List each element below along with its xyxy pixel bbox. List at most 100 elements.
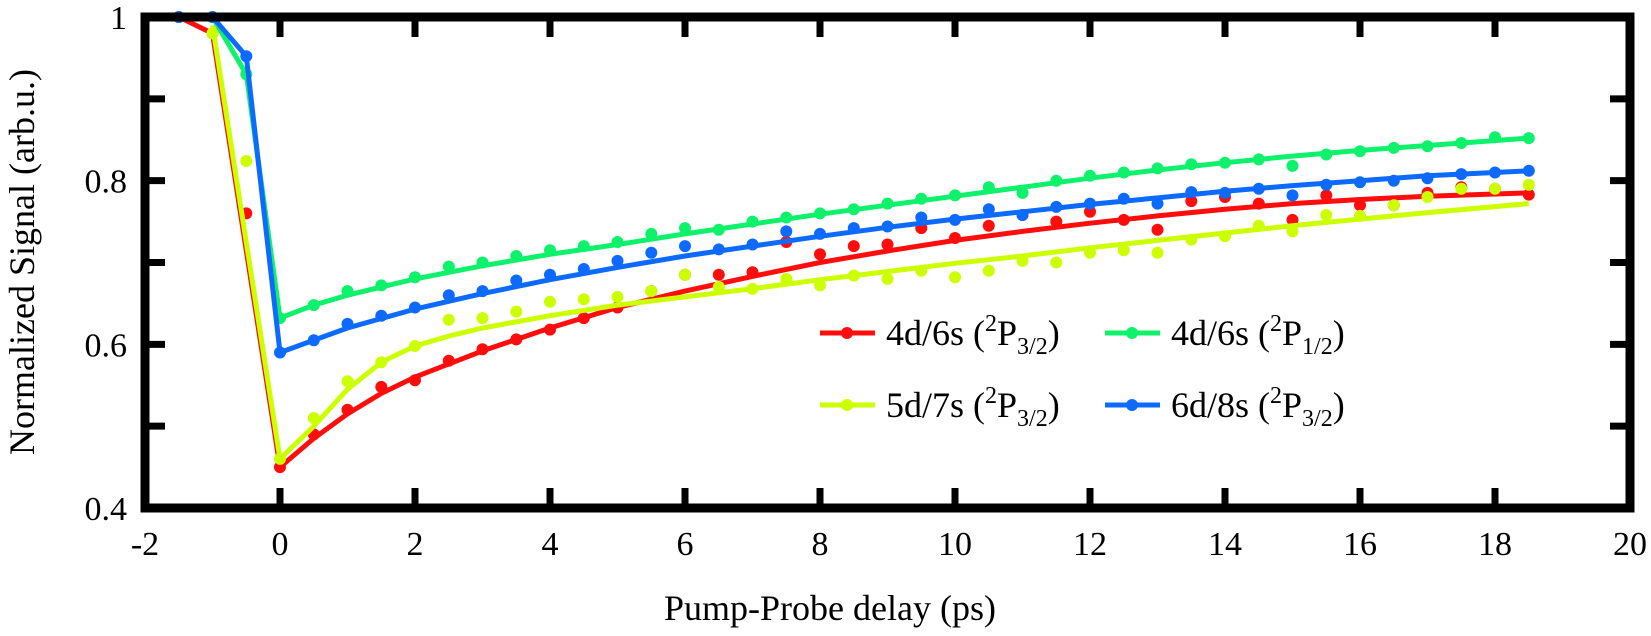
axis-ticks: -2 0 2 4 6 8 10 12 14 16 18 20 0.4 0.6 0.8 1 bbox=[85, 0, 1648, 563]
data-point bbox=[780, 225, 793, 238]
data-point bbox=[476, 285, 489, 298]
data-point bbox=[679, 222, 691, 235]
data-point bbox=[1320, 209, 1333, 221]
data-point bbox=[1354, 199, 1366, 212]
data-point bbox=[1286, 189, 1299, 202]
data-point bbox=[1522, 188, 1535, 201]
data-point bbox=[1016, 209, 1029, 221]
data-point bbox=[780, 211, 793, 224]
data-point bbox=[679, 268, 691, 281]
data-point bbox=[240, 50, 253, 63]
data-point bbox=[375, 309, 388, 322]
data-point bbox=[847, 269, 860, 282]
data-point bbox=[1455, 182, 1468, 195]
x-tick-label: 16 bbox=[1343, 526, 1377, 563]
data-point bbox=[476, 312, 489, 325]
data-point bbox=[510, 305, 523, 318]
x-tick-label: 6 bbox=[677, 526, 694, 563]
data-point bbox=[1185, 158, 1198, 171]
data-point bbox=[847, 240, 860, 253]
plot-frame bbox=[140, 12, 1635, 513]
data-point bbox=[1320, 148, 1333, 161]
data-point bbox=[577, 312, 590, 325]
x-tick-label: 8 bbox=[812, 526, 829, 563]
data-point bbox=[1354, 145, 1366, 158]
data-point bbox=[577, 240, 590, 253]
data-point bbox=[307, 334, 320, 347]
data-point bbox=[409, 271, 421, 284]
data-point bbox=[307, 412, 320, 424]
data-point bbox=[949, 271, 961, 284]
fit-line bbox=[210, 24, 1530, 462]
data-point bbox=[1084, 205, 1096, 218]
x-tick-label: -2 bbox=[131, 526, 159, 563]
data-point bbox=[510, 250, 523, 262]
data-point bbox=[915, 192, 928, 205]
data-point bbox=[375, 380, 388, 393]
data-point bbox=[611, 254, 624, 267]
data-point bbox=[1151, 197, 1164, 210]
data-point bbox=[1084, 169, 1096, 182]
data-point bbox=[847, 222, 860, 235]
legend-label: 6d/8s (2P3/2) bbox=[1171, 383, 1345, 432]
data-point bbox=[982, 181, 995, 194]
data-point bbox=[881, 197, 894, 210]
data-point bbox=[1252, 219, 1265, 232]
data-point bbox=[1252, 182, 1265, 195]
series-3 bbox=[172, 11, 1535, 359]
data-point bbox=[645, 246, 658, 259]
legend-label: 5d/7s (2P3/2) bbox=[886, 383, 1060, 432]
y-tick-label: 0.4 bbox=[85, 491, 128, 528]
data-point bbox=[1050, 215, 1063, 228]
data-point bbox=[1117, 166, 1130, 179]
data-point bbox=[544, 268, 556, 281]
data-point bbox=[1421, 172, 1434, 185]
data-point bbox=[712, 223, 725, 236]
x-tick-label: 10 bbox=[938, 526, 972, 563]
data-point bbox=[645, 285, 658, 298]
data-point bbox=[544, 295, 556, 308]
data-point bbox=[442, 289, 455, 302]
data-point bbox=[1387, 141, 1400, 154]
data-point bbox=[341, 285, 354, 298]
data-point bbox=[712, 268, 725, 281]
data-point bbox=[814, 207, 826, 220]
data-point bbox=[1219, 156, 1231, 169]
data-point bbox=[341, 317, 354, 330]
data-point bbox=[409, 374, 421, 387]
y-tick-label: 1 bbox=[110, 0, 127, 37]
data-point bbox=[1117, 244, 1130, 257]
data-point bbox=[409, 340, 421, 352]
series-1 bbox=[206, 24, 1535, 465]
data-point bbox=[746, 215, 759, 228]
data-point bbox=[1185, 233, 1198, 246]
x-tick-label: 14 bbox=[1208, 526, 1242, 563]
data-point bbox=[206, 27, 219, 40]
data-point bbox=[1522, 164, 1535, 177]
data-point bbox=[1050, 174, 1063, 187]
data-point bbox=[949, 213, 961, 226]
data-point bbox=[274, 461, 286, 474]
data-point bbox=[274, 452, 286, 465]
data-point bbox=[442, 313, 455, 326]
data-point bbox=[1286, 159, 1299, 172]
data-point bbox=[307, 299, 320, 312]
legend-item-2: 5d/7s (2P3/2) bbox=[820, 383, 1060, 432]
data-point bbox=[746, 238, 759, 251]
data-point bbox=[1286, 225, 1299, 238]
data-point bbox=[1320, 178, 1333, 191]
data-point bbox=[1151, 162, 1164, 175]
data-point bbox=[982, 219, 995, 232]
x-tick-label: 0 bbox=[272, 526, 289, 563]
legend-label: 4d/6s (2P3/2) bbox=[886, 311, 1060, 360]
data-point bbox=[881, 220, 894, 233]
data-point bbox=[442, 354, 455, 367]
data-point bbox=[847, 203, 860, 216]
data-point bbox=[1354, 209, 1366, 222]
data-point bbox=[1050, 200, 1063, 213]
data-point bbox=[1387, 199, 1400, 212]
y-tick-label: 0.6 bbox=[85, 327, 128, 364]
data-point bbox=[814, 227, 826, 240]
data-point bbox=[240, 155, 253, 167]
axes-box bbox=[140, 12, 1635, 513]
